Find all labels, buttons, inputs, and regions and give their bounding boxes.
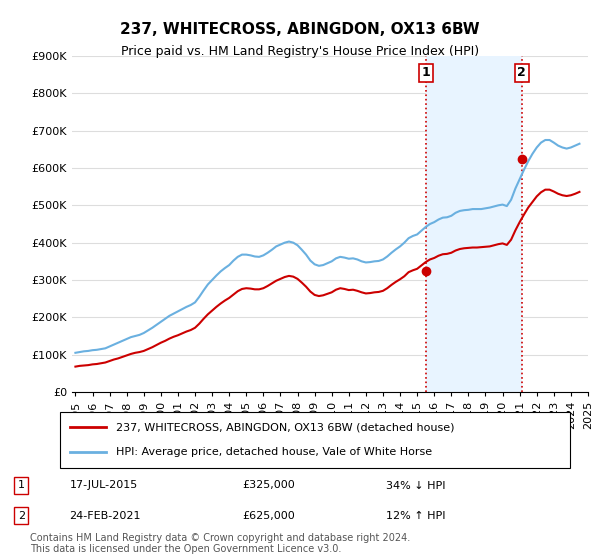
Text: 1: 1 (422, 66, 431, 79)
Text: 2: 2 (18, 511, 25, 521)
Text: 2: 2 (517, 66, 526, 79)
Text: £325,000: £325,000 (242, 480, 295, 491)
Text: 17-JUL-2015: 17-JUL-2015 (70, 480, 138, 491)
Text: 237, WHITECROSS, ABINGDON, OX13 6BW (detached house): 237, WHITECROSS, ABINGDON, OX13 6BW (det… (116, 422, 455, 432)
Text: 24-FEB-2021: 24-FEB-2021 (70, 511, 141, 521)
Text: 34% ↓ HPI: 34% ↓ HPI (386, 480, 446, 491)
Text: £625,000: £625,000 (242, 511, 295, 521)
Bar (427, 56, 522, 392)
Text: HPI: Average price, detached house, Vale of White Horse: HPI: Average price, detached house, Vale… (116, 447, 432, 457)
FancyBboxPatch shape (60, 412, 570, 468)
Text: 1: 1 (18, 480, 25, 491)
Text: 12% ↑ HPI: 12% ↑ HPI (386, 511, 446, 521)
Text: Price paid vs. HM Land Registry's House Price Index (HPI): Price paid vs. HM Land Registry's House … (121, 45, 479, 58)
Text: 237, WHITECROSS, ABINGDON, OX13 6BW: 237, WHITECROSS, ABINGDON, OX13 6BW (120, 22, 480, 38)
Text: Contains HM Land Registry data © Crown copyright and database right 2024.
This d: Contains HM Land Registry data © Crown c… (30, 533, 410, 554)
